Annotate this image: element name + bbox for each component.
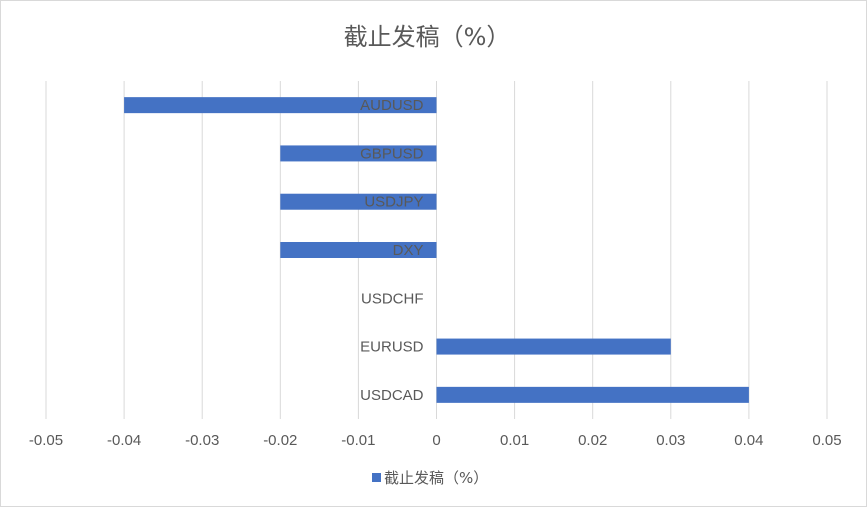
- x-tick-label: 0.03: [656, 432, 685, 449]
- bar: [436, 386, 749, 403]
- bar: [124, 97, 437, 114]
- x-tick-label: 0.01: [500, 432, 529, 449]
- x-tick-label: 0.04: [734, 432, 763, 449]
- bar: [280, 193, 437, 210]
- category-label: USDCAD: [360, 387, 424, 404]
- category-label-layer: AUDUSD GBPUSD USDJPY DXY USDCHF EURUSD USDCAD: [360, 97, 424, 404]
- x-tick-label: -0.03: [185, 432, 219, 449]
- bar: [280, 145, 437, 162]
- bar-layer: [124, 97, 749, 403]
- x-tick-label: -0.05: [29, 432, 63, 449]
- x-tick-label: 0: [432, 432, 440, 449]
- bar: [436, 338, 671, 355]
- x-tick-label: -0.04: [107, 432, 141, 449]
- category-label: GBPUSD: [360, 145, 424, 162]
- x-tick-label: -0.02: [263, 432, 297, 449]
- category-label: USDJPY: [364, 194, 423, 211]
- category-label: USDCHF: [361, 290, 424, 307]
- category-label: EURUSD: [360, 339, 424, 356]
- category-label: DXY: [393, 242, 424, 259]
- legend-swatch: [372, 473, 381, 482]
- legend: 截止发稿（%）: [372, 469, 488, 487]
- category-label: AUDUSD: [360, 97, 424, 114]
- x-tick-label: 0.02: [578, 432, 607, 449]
- x-tick-label: -0.01: [341, 432, 375, 449]
- bar: [280, 242, 437, 258]
- x-tick-label: 0.05: [812, 432, 841, 449]
- legend-label: 截止发稿（%）: [384, 469, 488, 487]
- x-tick-layer: -0.05 -0.04 -0.03 -0.02 -0.01 0 0.01 0.02 0.03 0.…: [29, 432, 842, 449]
- chart-title: 截止发稿（%）: [344, 23, 511, 51]
